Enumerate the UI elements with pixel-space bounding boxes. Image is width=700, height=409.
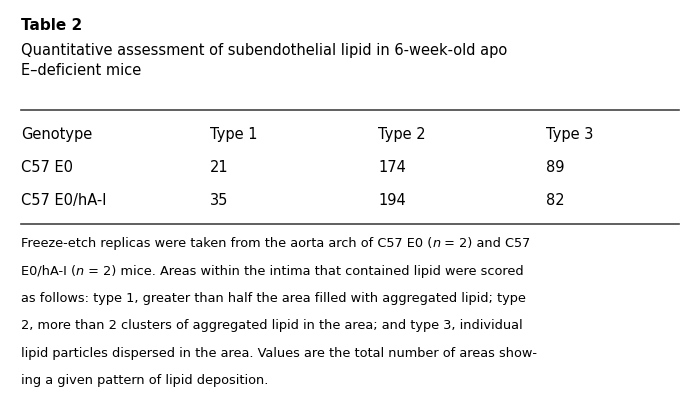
Text: C57 E0: C57 E0 [21,160,73,175]
Text: = 2) mice. Areas within the intima that contained lipid were scored: = 2) mice. Areas within the intima that … [84,265,524,278]
Text: Freeze-etch replicas were taken from the aorta arch of C57 E0 (: Freeze-etch replicas were taken from the… [21,237,433,250]
Text: lipid particles dispersed in the area. Values are the total number of areas show: lipid particles dispersed in the area. V… [21,347,537,360]
Text: 89: 89 [546,160,564,175]
Text: Type 1: Type 1 [210,127,258,142]
Text: E0/hA-I (: E0/hA-I ( [21,265,76,278]
Text: = 2) and C57: = 2) and C57 [440,237,531,250]
Text: 21: 21 [210,160,229,175]
Text: Quantitative assessment of subendothelial lipid in 6-week-old apo
E–deficient mi: Quantitative assessment of subendothelia… [21,43,507,78]
Text: n: n [76,265,84,278]
Text: 174: 174 [378,160,406,175]
Text: Type 2: Type 2 [378,127,426,142]
Text: 194: 194 [378,193,406,208]
Text: C57 E0/hA-I: C57 E0/hA-I [21,193,106,208]
Text: 82: 82 [546,193,565,208]
Text: Type 3: Type 3 [546,127,594,142]
Text: as follows: type 1, greater than half the area filled with aggregated lipid; typ: as follows: type 1, greater than half th… [21,292,526,305]
Text: Table 2: Table 2 [21,18,83,33]
Text: 35: 35 [210,193,228,208]
Text: ing a given pattern of lipid deposition.: ing a given pattern of lipid deposition. [21,374,268,387]
Text: Genotype: Genotype [21,127,92,142]
Text: n: n [433,237,440,250]
Text: 2, more than 2 clusters of aggregated lipid in the area; and type 3, individual: 2, more than 2 clusters of aggregated li… [21,319,523,333]
